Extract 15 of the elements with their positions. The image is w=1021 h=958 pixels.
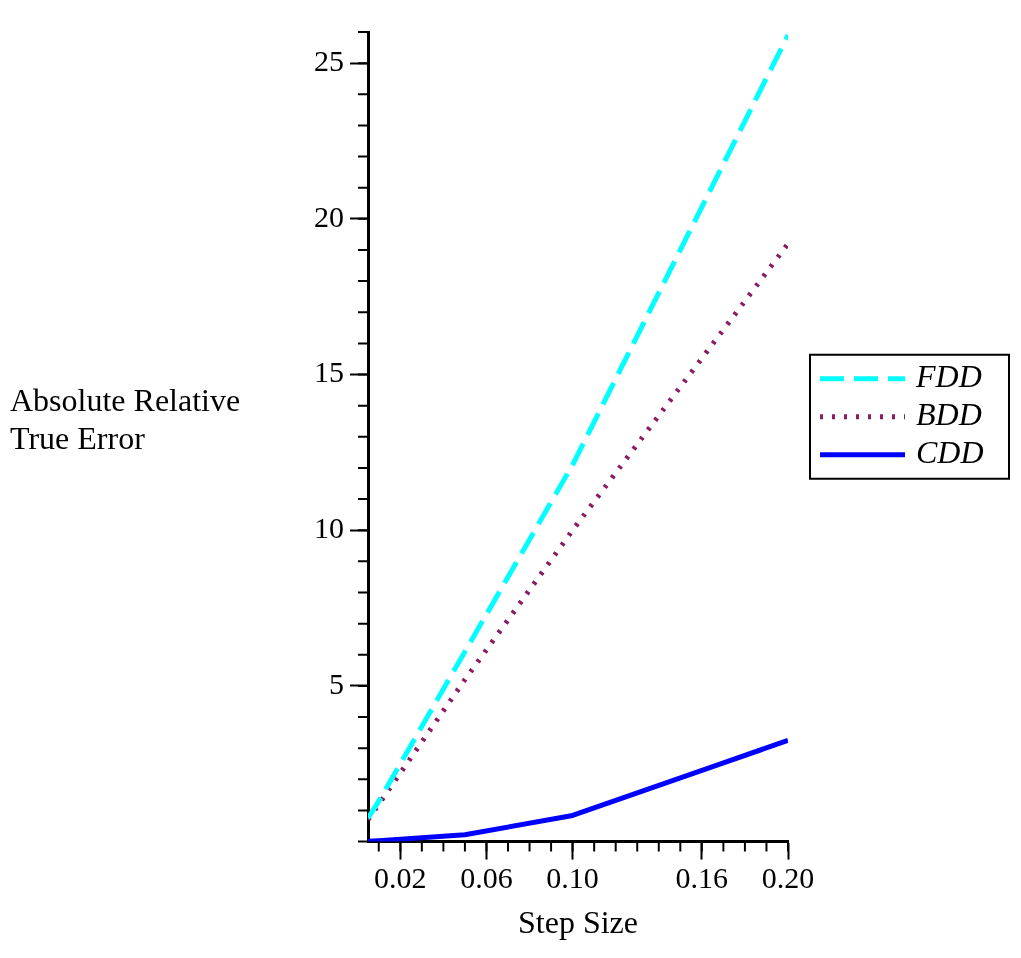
y-tick-label: 25 — [314, 44, 344, 78]
x-tick-label: 0.10 — [546, 861, 599, 895]
x-tick-label: 0.06 — [460, 861, 513, 895]
x-tick-label: 0.02 — [374, 861, 427, 895]
x-axis-title: Step Size — [518, 904, 638, 941]
x-tick-label: 0.20 — [761, 861, 815, 895]
y-tick-label: 20 — [314, 199, 344, 233]
legend-label: FDD — [915, 358, 982, 395]
y-tick-label: 5 — [329, 666, 344, 700]
y-tick-label: 10 — [314, 511, 344, 545]
legend-label: BDD — [916, 396, 982, 433]
x-tick-label: 0.16 — [675, 861, 729, 895]
y-tick-label: 15 — [314, 355, 344, 389]
y-axis-title: Absolute Relative True Error — [10, 382, 241, 457]
legend-label: CDD — [916, 434, 984, 471]
